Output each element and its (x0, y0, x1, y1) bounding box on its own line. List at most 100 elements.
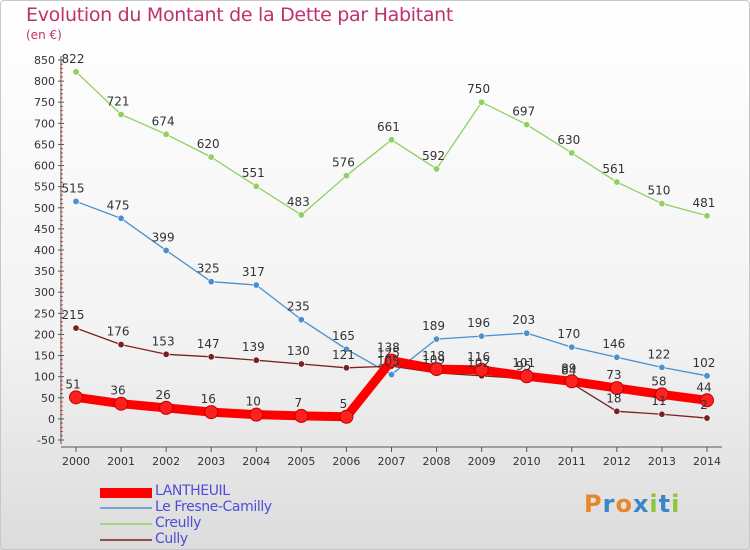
data-label: 325 (197, 262, 220, 276)
y-tick-label: 650 (34, 138, 55, 151)
data-point (297, 316, 305, 324)
data-label: 620 (197, 137, 220, 151)
data-label: 189 (422, 319, 445, 333)
data-point (429, 362, 444, 377)
data-label: 7 (295, 396, 303, 410)
logo-letter: P (584, 490, 603, 518)
data-label: 58 (651, 374, 666, 388)
legend-swatch-le-fresne-camilly (100, 507, 152, 509)
data-point (342, 172, 350, 180)
data-point (654, 387, 669, 402)
x-tick-label: 2009 (468, 455, 496, 468)
data-point (568, 343, 576, 351)
data-point (207, 153, 215, 161)
data-label: 2 (700, 398, 708, 412)
data-point (162, 246, 170, 254)
data-point (609, 381, 624, 396)
data-point (474, 362, 489, 377)
legend-label-creully: Creully (155, 515, 201, 531)
y-tick-label: 50 (41, 392, 55, 405)
data-point (384, 353, 399, 368)
data-point (523, 329, 531, 337)
data-label: 101 (512, 356, 535, 370)
data-label: 399 (152, 230, 175, 244)
data-point (297, 360, 305, 368)
data-label: 661 (377, 120, 400, 134)
data-label: 116 (467, 350, 490, 364)
logo-letter: i (649, 490, 659, 518)
data-label: 674 (152, 114, 175, 128)
data-point (204, 405, 219, 420)
data-point (297, 211, 305, 219)
data-point (294, 408, 309, 423)
legend-item-cully: Cully (98, 531, 358, 548)
data-label: 170 (557, 327, 580, 341)
data-point (703, 414, 711, 422)
data-label: 16 (201, 392, 216, 406)
data-label: 475 (107, 198, 130, 212)
data-label: 73 (606, 368, 621, 382)
data-point (658, 200, 666, 208)
data-point (478, 98, 486, 106)
data-label: 235 (287, 300, 310, 314)
data-label: 176 (107, 325, 130, 339)
logo-letter: o (615, 490, 633, 518)
data-point (433, 165, 441, 173)
unit-label: (en €) (26, 28, 62, 42)
legend: LANTHEUIL Le Fresne-Camilly Creully Cull… (98, 483, 358, 548)
data-label: 203 (512, 313, 535, 327)
data-point (658, 410, 666, 418)
data-label: 630 (557, 133, 580, 147)
data-label: 105 (377, 355, 400, 369)
y-tick-label: 500 (34, 202, 55, 215)
data-point (703, 212, 711, 220)
data-point (207, 278, 215, 286)
series-line-2 (75, 71, 708, 217)
logo-letter: i (671, 490, 681, 518)
data-point (72, 324, 80, 332)
data-point (249, 407, 264, 422)
data-label: 44 (696, 380, 711, 394)
data-point (613, 353, 621, 361)
data-point (69, 390, 83, 405)
data-label: 11 (651, 394, 666, 408)
y-tick-label: 550 (34, 181, 55, 194)
x-tick-label: 2012 (603, 455, 631, 468)
y-tick-label: 250 (34, 307, 55, 320)
data-label: 561 (602, 162, 625, 176)
data-labels: 51 36 26 16 10 7 5 138 118 116 101 89 73 58 44 515 475 39… (62, 52, 716, 412)
y-tick-label: 600 (34, 160, 55, 173)
data-point (519, 369, 534, 384)
data-point (159, 400, 174, 415)
data-label: 122 (647, 347, 670, 361)
x-tick-label: 2013 (648, 455, 676, 468)
axes: -50 0 50 100 150 200 250 300 350 400 450 500 550 600 6… (34, 54, 722, 468)
x-tick-label: 2007 (377, 455, 405, 468)
y-tick-label: 400 (34, 244, 55, 257)
data-label: 89 (561, 361, 576, 375)
data-label: 481 (693, 196, 716, 210)
y-tick-label: 150 (34, 350, 55, 363)
data-point (699, 393, 714, 408)
data-label: 130 (287, 344, 310, 358)
data-label: 721 (107, 94, 130, 108)
data-label: 576 (332, 156, 355, 170)
data-point (117, 214, 125, 222)
data-label: 109 (422, 353, 445, 367)
data-point (613, 407, 621, 415)
x-tick-label: 2006 (332, 455, 360, 468)
legend-label-cully: Cully (155, 531, 188, 547)
data-label: 551 (242, 166, 265, 180)
x-tick-label: 2000 (62, 455, 90, 468)
data-label: 317 (242, 265, 265, 279)
data-label: 147 (197, 337, 220, 351)
x-tick-label: 2003 (197, 455, 225, 468)
legend-label-lantheuil: LANTHEUIL (155, 483, 230, 499)
y-tick-label: 200 (34, 328, 55, 341)
y-tick-label: 0 (48, 413, 55, 426)
data-point (162, 350, 170, 358)
data-label: 95 (516, 359, 531, 373)
data-point (207, 353, 215, 361)
data-point (568, 149, 576, 157)
legend-item-creully: Creully (98, 515, 358, 532)
